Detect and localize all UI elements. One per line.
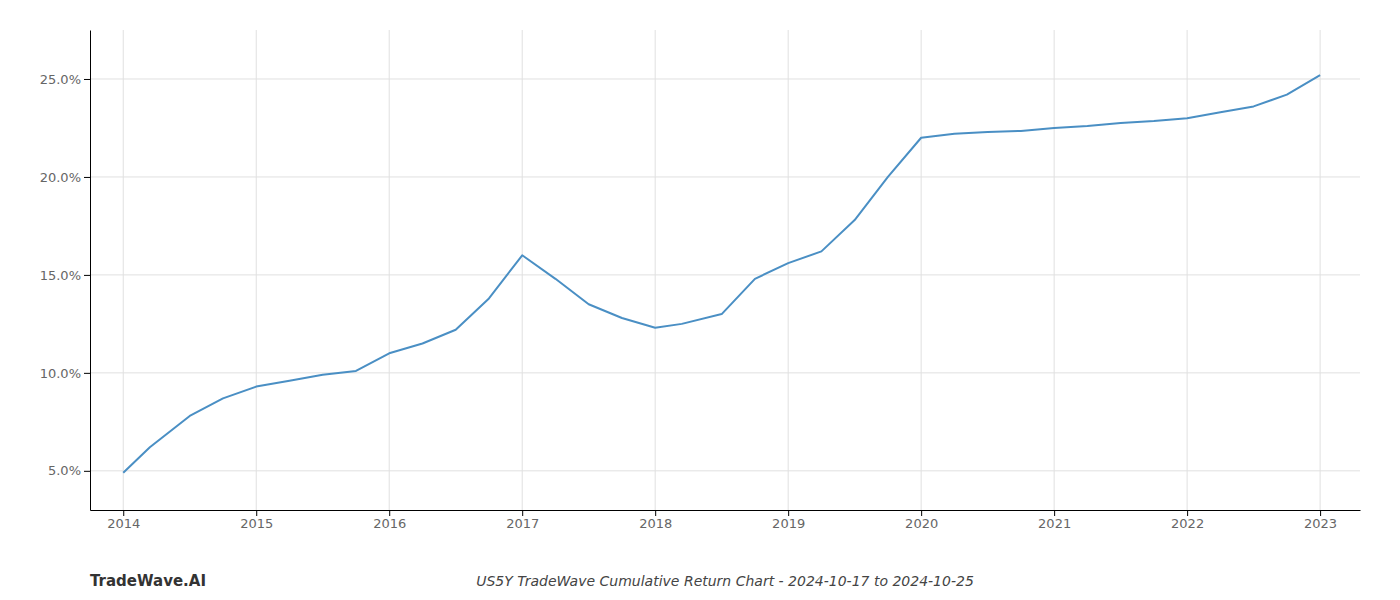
tick-mark <box>389 510 390 516</box>
x-axis: 2014 2015 2016 2017 2018 2019 2020 2021 2022 2023 <box>91 510 1361 531</box>
tick-label: 2014 <box>107 516 140 531</box>
grid-line-x <box>1320 30 1321 510</box>
tick: 2021 <box>1038 510 1071 531</box>
grid-line-x <box>1187 30 1188 510</box>
tick: 10.0% <box>40 366 90 381</box>
tick-mark <box>1187 510 1188 516</box>
y-axis: 5.0% 10.0% 15.0% 20.0% 25.0% <box>40 31 91 511</box>
tick-label: 25.0% <box>40 72 81 87</box>
chart: 2014 2015 2016 2017 2018 2019 2020 2021 2022 2023… <box>0 0 1400 600</box>
tick-mark <box>655 510 656 516</box>
tick: 2023 <box>1304 510 1337 531</box>
plot-area <box>123 75 1320 473</box>
tick-mark <box>84 79 90 80</box>
tick-mark <box>1320 510 1321 516</box>
grid-line-x <box>522 30 523 510</box>
grid-line-x <box>256 30 257 510</box>
grid-line-y <box>90 372 1360 373</box>
tick: 2018 <box>639 510 672 531</box>
tick-label: 20.0% <box>40 170 81 185</box>
tick-mark <box>84 373 90 374</box>
y-axis-line <box>90 31 91 511</box>
title: US5Y TradeWave Cumulative Return Chart -… <box>476 573 974 589</box>
tick-label: 2017 <box>506 516 539 531</box>
tick: 25.0% <box>40 72 90 87</box>
tick-mark <box>788 510 789 516</box>
tick-mark <box>522 510 523 516</box>
tick-label: 2019 <box>772 516 805 531</box>
tick-label: 5.0% <box>48 463 81 478</box>
tick-label: 2021 <box>1038 516 1071 531</box>
grid-line-x <box>389 30 390 510</box>
grid <box>90 30 1360 510</box>
grid-line-y <box>90 78 1360 79</box>
grid-line-x <box>655 30 656 510</box>
x-axis-line <box>91 510 1361 511</box>
grid-line-x <box>123 30 124 510</box>
tick: 2014 <box>107 510 140 531</box>
tick: 2016 <box>373 510 406 531</box>
tick-label: 15.0% <box>40 268 81 283</box>
tick-mark <box>84 471 90 472</box>
tick: 2017 <box>506 510 539 531</box>
tick-label: 2018 <box>639 516 672 531</box>
annotation: TradeWave.AI <box>90 572 206 590</box>
tick: 2019 <box>772 510 805 531</box>
grid-line-x <box>788 30 789 510</box>
tick-label: 2023 <box>1304 516 1337 531</box>
tick-label: 2016 <box>373 516 406 531</box>
tick: 20.0% <box>40 170 90 185</box>
grid-line-x <box>921 30 922 510</box>
tick-mark <box>1054 510 1055 516</box>
tick-label: 10.0% <box>40 366 81 381</box>
tick-mark <box>84 177 90 178</box>
line <box>123 75 1320 473</box>
tick-label: 2020 <box>905 516 938 531</box>
tick-label: 2022 <box>1171 516 1204 531</box>
tick: 15.0% <box>40 268 90 283</box>
tick-mark <box>123 510 124 516</box>
tick-label: 2015 <box>240 516 273 531</box>
grid-line-y <box>90 470 1360 471</box>
grid-line-x <box>1054 30 1055 510</box>
tick: 2015 <box>240 510 273 531</box>
tick: 2020 <box>905 510 938 531</box>
tick-mark <box>921 510 922 516</box>
tick-mark <box>256 510 257 516</box>
tick: 2022 <box>1171 510 1204 531</box>
grid-line-y <box>90 274 1360 275</box>
tick: 5.0% <box>48 463 90 478</box>
tick-mark <box>84 275 90 276</box>
grid-line-y <box>90 176 1360 177</box>
